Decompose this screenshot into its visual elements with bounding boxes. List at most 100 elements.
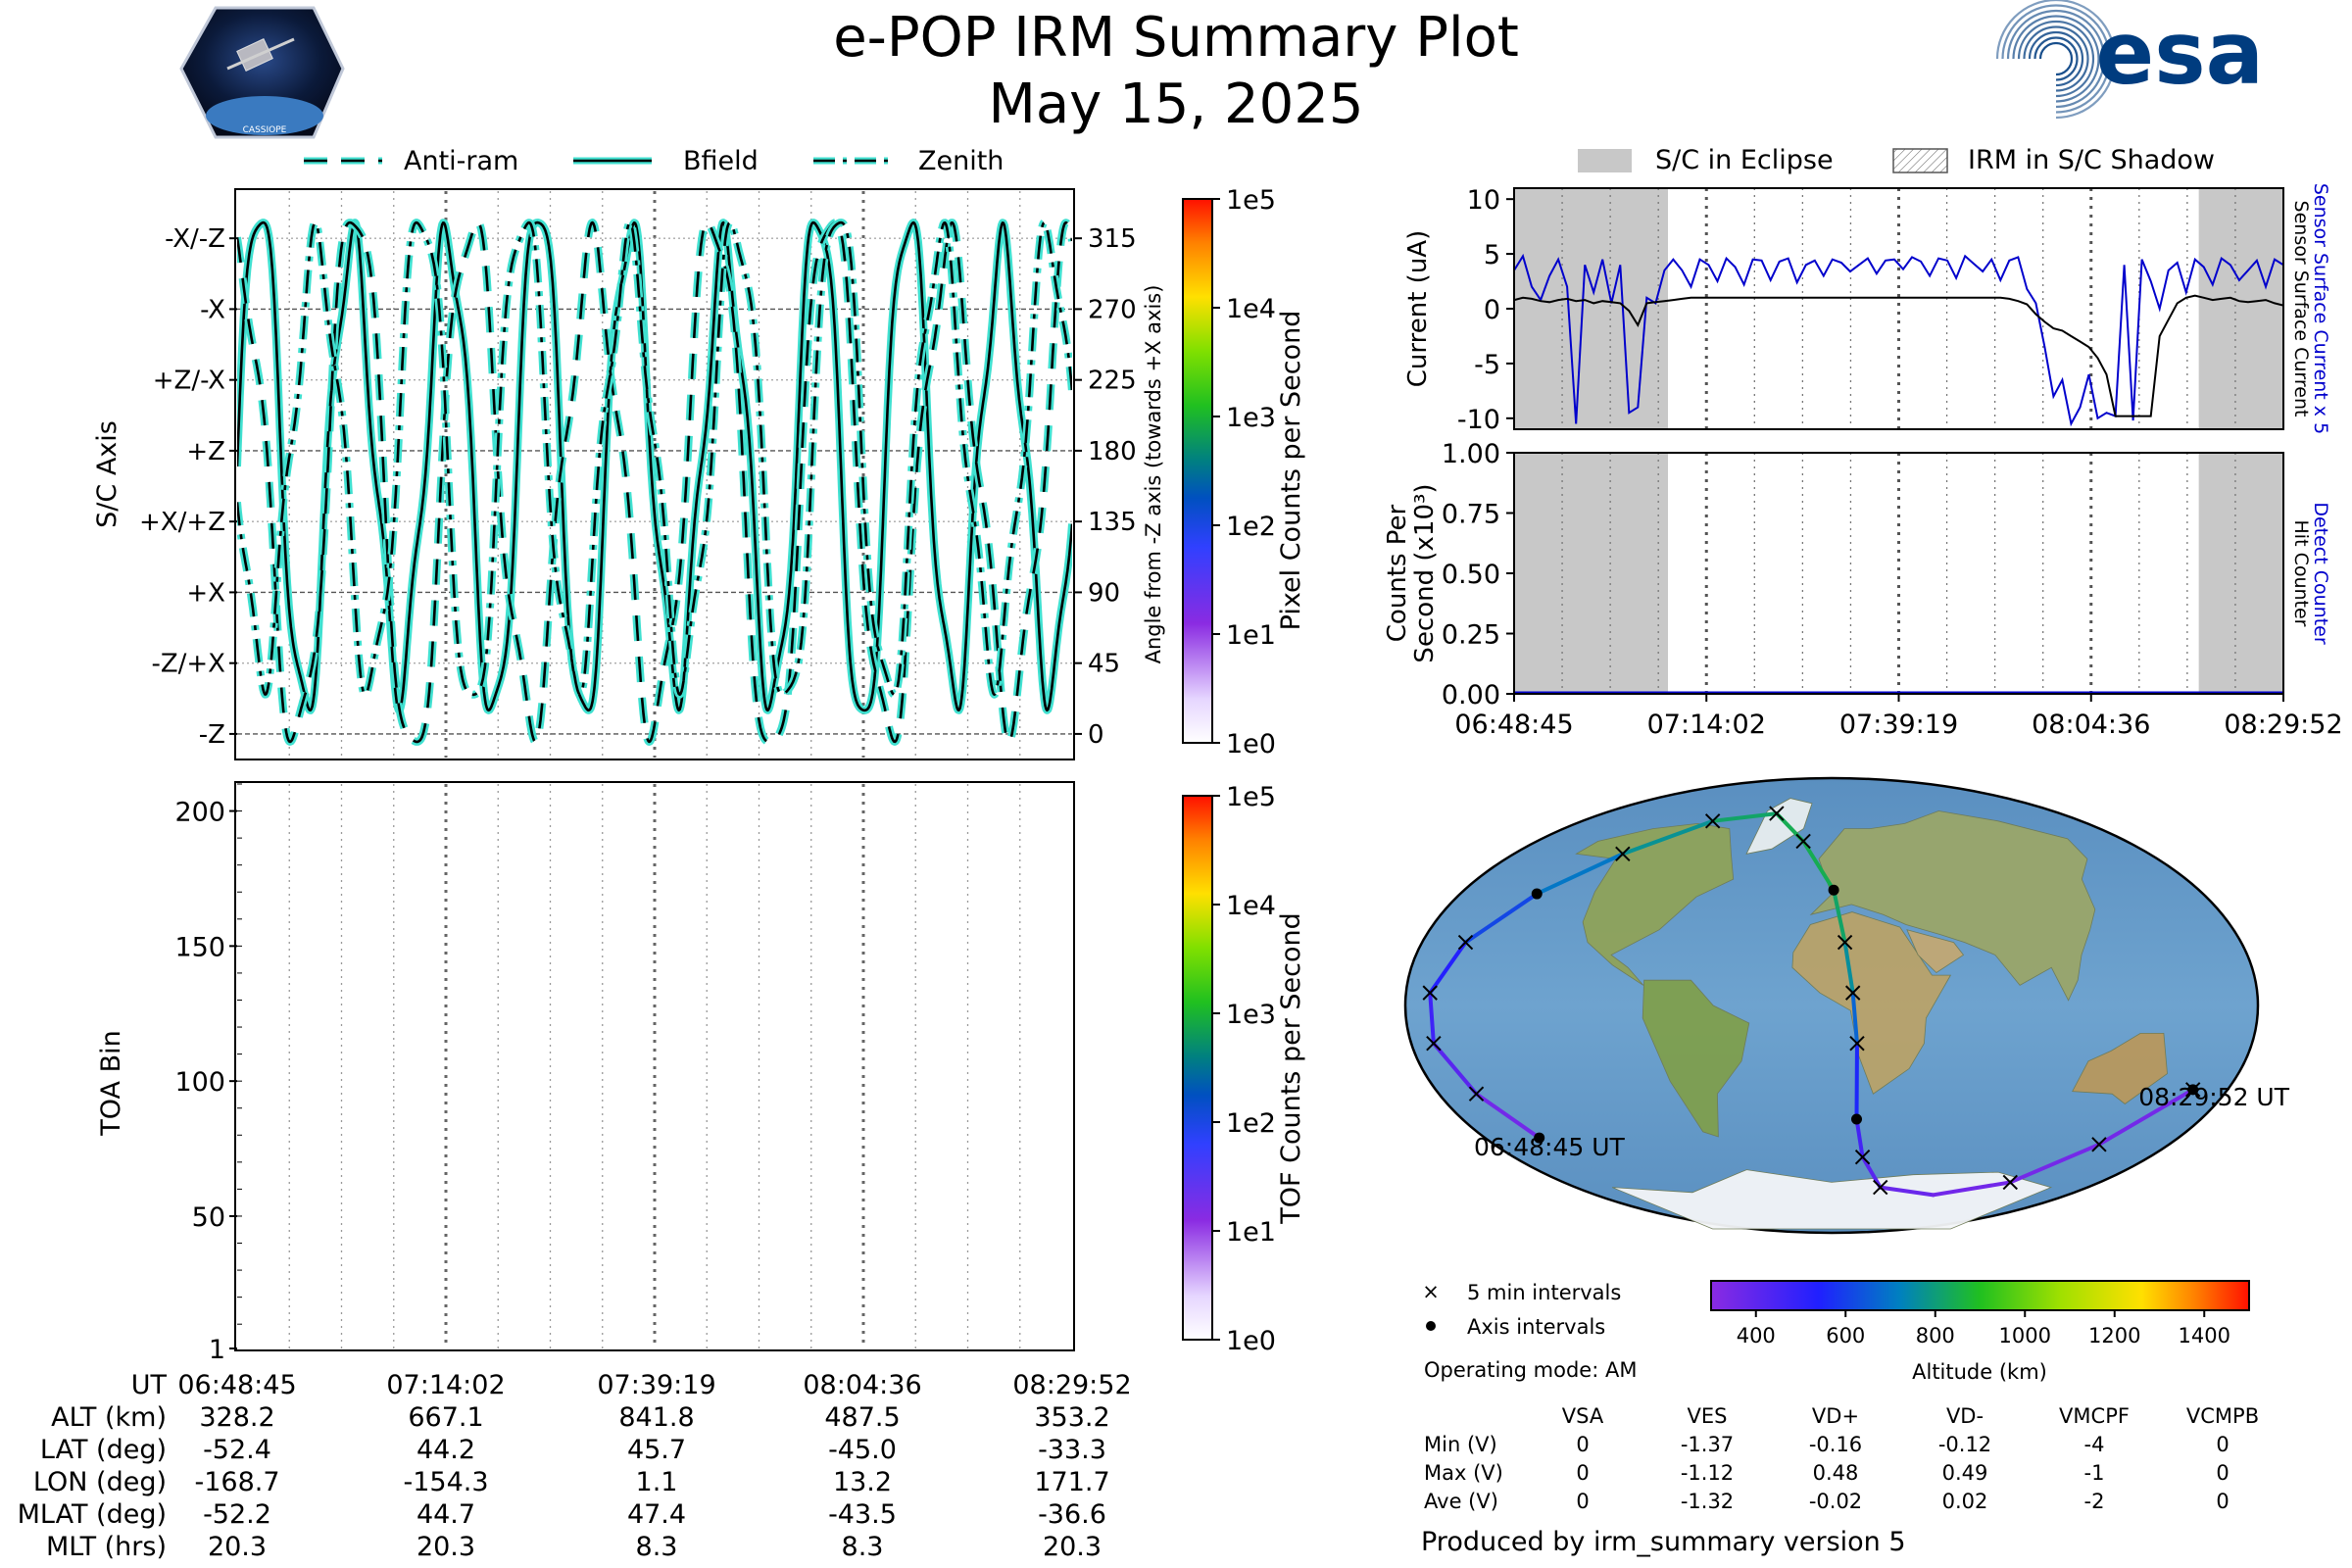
continent-shape <box>1642 979 1750 1138</box>
esa-swirl-arc <box>2038 41 2074 76</box>
continent-shape <box>1745 798 1813 855</box>
counts-ylabel-line1: Counts Per <box>1383 504 1412 642</box>
orbit-track-segment <box>1428 991 1436 1046</box>
continent-shape <box>1791 911 1952 1095</box>
ephemeris-cell: -168.7 <box>194 1467 279 1497</box>
counts-panel: 1.00 0.75 0.50 0.25 0.00 06:48:45 07:14:02 07:… <box>1383 439 2343 740</box>
voltage-header: VES <box>1688 1404 1728 1428</box>
voltage-cell: -1.12 <box>1681 1461 1734 1485</box>
voltage-cell: 0 <box>2216 1433 2229 1456</box>
ephemeris-cell: 08:04:36 <box>803 1370 921 1400</box>
sc-right-tick-label: 180 <box>1088 437 1137 466</box>
current-right-label-blue: Sensor Surface Current x 5 <box>2310 183 2331 434</box>
orbit-5min-marker <box>1795 833 1811 850</box>
orbit-end-label: 08:29:52 UT <box>2138 1083 2290 1111</box>
legend-anti-ram: Anti-ram <box>404 146 518 176</box>
ephemeris-cell: 353.2 <box>1034 1402 1109 1433</box>
orbit-track-segment <box>1931 1180 2013 1198</box>
legend-5min: 5 min intervals <box>1467 1281 1621 1304</box>
current-line <box>1514 253 2283 427</box>
sc-trace-anti-ram <box>237 220 1072 744</box>
plot-title: e-POP IRM Summary Plot <box>833 6 1519 70</box>
sc-ytick-label: -X <box>200 295 225 324</box>
sc-right-tick-label: 225 <box>1088 367 1137 396</box>
orbit-track-segment <box>1474 1092 1542 1141</box>
voltage-cell: -0.02 <box>1809 1490 1862 1513</box>
legend-shadow: IRM in S/C Shadow <box>1968 145 2215 175</box>
voltage-cell: 0.49 <box>1942 1461 1988 1485</box>
voltage-cell: 0.48 <box>1813 1461 1859 1485</box>
colorbar-tick-label: 1e1 <box>1226 620 1276 651</box>
altitude-tick-label: 800 <box>1916 1324 1955 1348</box>
counts-right-label-blue: Detect Counter <box>2310 502 2331 645</box>
continent-shape <box>1906 929 1965 974</box>
current-ylabel: Current (uA) <box>1403 230 1433 387</box>
current-ytick-label: -10 <box>1457 405 1500 435</box>
sc-axis-panel: -X/-Z -X +Z/-X +Z +X/+Z +X -Z/+X -Z 315 270 225 18… <box>92 188 1165 760</box>
voltage-cell: 0.02 <box>1942 1490 1988 1513</box>
ephemeris-cell: -52.4 <box>203 1435 271 1465</box>
counts-ytick-label: 0.25 <box>1442 620 1500 651</box>
voltage-cell: 0 <box>1576 1490 1589 1513</box>
esa-swirl-arc <box>2028 30 2084 87</box>
altitude-tick-label: 1200 <box>2088 1324 2140 1348</box>
orbit-track-segment <box>1428 940 1468 996</box>
colorbar-tick-label: 1e1 <box>1226 1217 1276 1248</box>
colorbar-tick-label: 1e4 <box>1226 891 1276 921</box>
colorbar-tick-label: 1e2 <box>1226 1108 1276 1139</box>
ephemeris-cell: 8.3 <box>636 1532 678 1562</box>
pixel-colorbar: 1e5 1e4 1e3 1e2 1e1 1e0 Pixel Counts per Seco… <box>1182 185 1306 760</box>
counts-xtick-label: 07:39:19 <box>1839 710 1958 740</box>
sc-ytick-label: -X/-Z <box>165 224 225 254</box>
esa-swirl-arc <box>2006 9 2106 109</box>
ephemeris-cell: -154.3 <box>403 1467 488 1497</box>
continent-shape <box>1612 1169 2053 1230</box>
altitude-tick-label: 400 <box>1737 1324 1776 1348</box>
altitude-tick-label: 600 <box>1826 1324 1865 1348</box>
legend-axis-intervals: Axis intervals <box>1467 1315 1605 1339</box>
orbit-axis-marker <box>1851 1113 1863 1125</box>
esa-swirl-arc <box>2001 4 2111 114</box>
ephemeris-cell: 08:29:52 <box>1012 1370 1131 1400</box>
counts-xtick-label: 07:14:02 <box>1647 710 1766 740</box>
esa-swirl-arc <box>1995 0 2117 120</box>
orbit-track-segment <box>1710 811 1779 823</box>
esa-logo-text: esa <box>2096 3 2264 104</box>
plot-date: May 15, 2025 <box>989 73 1364 136</box>
produced-by: Produced by irm_summary version 5 <box>1421 1527 1906 1557</box>
counts-right-label-black: Hit Counter <box>2290 520 2312 627</box>
orbit-track <box>1428 811 2195 1198</box>
current-traces <box>1514 253 2283 427</box>
voltage-header: VMCPF <box>2059 1404 2130 1428</box>
continent-shape <box>2072 1033 2168 1104</box>
current-ytick-label: 10 <box>1467 185 1500 216</box>
ephemeris-cell: 44.7 <box>416 1499 475 1530</box>
counts-xtick-label: 06:48:45 <box>1454 710 1573 740</box>
ephemeris-row-label: MLT (hrs) <box>46 1532 167 1562</box>
altitude-tick-label: 1400 <box>2179 1324 2230 1348</box>
sc-ytick-label: +Z <box>186 437 225 466</box>
orbit-markers <box>1422 806 2201 1196</box>
counts-ylabel-line2: Second (x10³) <box>1410 483 1440 662</box>
orbit-5min-marker <box>1615 846 1631 862</box>
colorbar-tick-label: 1e0 <box>1226 729 1276 760</box>
ephemeris-cell: 06:48:45 <box>177 1370 296 1400</box>
ephemeris-row-label: UT <box>131 1370 168 1400</box>
header: e-POP IRM Summary Plot May 15, 2025 <box>833 6 1519 136</box>
legend-dot-marker <box>1426 1321 1436 1331</box>
orbit-5min-marker <box>1849 1035 1865 1052</box>
esa-swirl-arc <box>2034 36 2079 81</box>
sc-right-tick-label: 90 <box>1088 578 1120 608</box>
orbit-5min-marker <box>1468 1086 1485 1102</box>
orbit-track-segment <box>1850 991 1859 1046</box>
orbit-start-label: 06:48:45 UT <box>1474 1133 1626 1161</box>
counts-ytick-label: 0.00 <box>1442 680 1500 710</box>
orbit-track-segment <box>1801 839 1837 893</box>
voltage-header: VD+ <box>1812 1404 1859 1428</box>
orbit-5min-marker <box>1854 1149 1871 1165</box>
colorbar-tick-label: 1e5 <box>1226 782 1276 812</box>
altitude-colorbar: 400 600 800 1000 1200 1400 Altitude (km) <box>1710 1280 2250 1384</box>
counts-ytick-label: 1.00 <box>1442 439 1500 469</box>
orbit-track-segment <box>1842 940 1855 996</box>
